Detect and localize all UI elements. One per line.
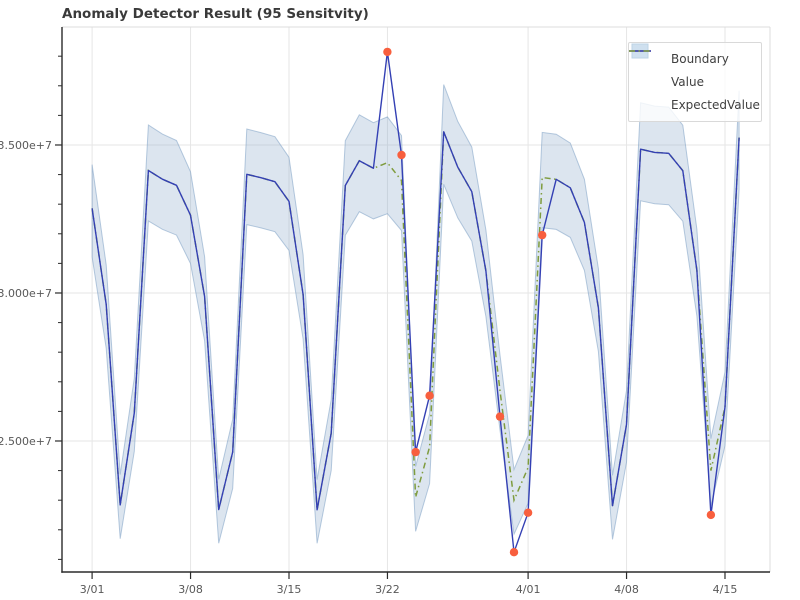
- x-tick-label: 4/01: [516, 583, 541, 596]
- legend-item-expectedvalue: ExpectedValue: [629, 50, 760, 116]
- anomaly-dot: [397, 150, 406, 160]
- anomaly-dot: [383, 47, 392, 57]
- y-tick-label: 3.000e+7: [0, 287, 52, 300]
- chart-title: Anomaly Detector Result (95 Sensitvity): [62, 6, 369, 22]
- legend-item-boundary: Boundary: [631, 43, 755, 70]
- anomaly-dot: [509, 548, 519, 557]
- anomaly-dot: [706, 510, 716, 520]
- y-tick-label: 3.500e+7: [0, 139, 52, 152]
- x-tick-label: 3/08: [178, 583, 203, 596]
- x-tick-label: 3/01: [80, 583, 105, 596]
- x-tick-label: 4/15: [713, 583, 738, 596]
- legend-item-value: Value: [629, 50, 755, 93]
- anomaly-dot: [523, 508, 533, 517]
- anomaly-dot: [411, 447, 420, 457]
- y-tick-label: 2.500e+7: [0, 435, 52, 448]
- anomaly-dot: [538, 230, 547, 240]
- legend: Boundary Value ExpectedValue: [628, 42, 762, 122]
- legend-label-expectedvalue: ExpectedValue: [671, 98, 760, 113]
- x-tick-label: 4/08: [614, 583, 639, 596]
- legend-label-value: Value: [671, 74, 704, 89]
- anomaly-dot: [495, 412, 505, 421]
- x-tick-label: 3/22: [375, 583, 400, 596]
- legend-label-boundary: Boundary: [671, 51, 729, 66]
- boundary-band: [91, 84, 740, 544]
- x-tick-label: 3/15: [277, 583, 302, 596]
- anomaly-dot: [425, 391, 434, 400]
